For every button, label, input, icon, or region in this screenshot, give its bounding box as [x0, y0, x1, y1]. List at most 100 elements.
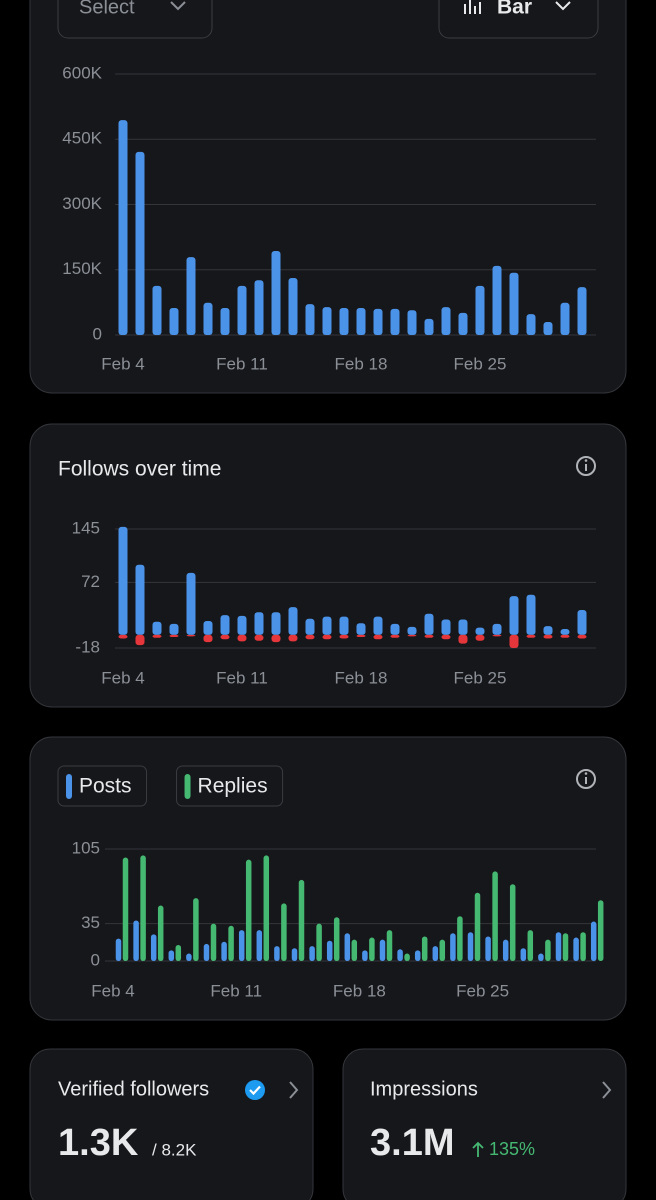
chevron [170, 1, 186, 11]
legend-chip[interactable] [57, 765, 148, 807]
bar [186, 257, 196, 335]
x-tick-label: Feb 25 [454, 354, 507, 373]
bar [152, 621, 162, 635]
bar [424, 634, 434, 638]
bar [492, 634, 502, 637]
bar [271, 634, 281, 643]
x-tick-label: Feb 11 [216, 354, 268, 373]
bar [168, 950, 175, 961]
bar [305, 304, 315, 335]
bar [135, 151, 145, 335]
card-title: Verified followers [58, 1078, 209, 1100]
bar [256, 930, 263, 961]
bar [509, 272, 519, 335]
bar [520, 948, 527, 961]
bar [135, 634, 145, 646]
bar [538, 953, 544, 961]
bar [326, 940, 333, 961]
bar [339, 616, 349, 635]
bar [169, 634, 179, 638]
period-select[interactable] [57, 0, 213, 39]
bar [475, 634, 485, 641]
bar [407, 310, 417, 335]
legend-label: Posts [79, 775, 132, 798]
bar [140, 855, 146, 961]
bar [186, 634, 196, 637]
bar [467, 932, 474, 961]
y-tick-label: 105 [72, 838, 100, 857]
x-tick-label: Feb 25 [456, 981, 509, 1000]
bar [441, 619, 451, 635]
bar [414, 950, 421, 961]
bar [458, 634, 468, 644]
bar [152, 285, 162, 335]
bar [305, 634, 315, 640]
bar [404, 953, 410, 961]
bar [322, 307, 332, 335]
bar [339, 308, 349, 335]
bar [407, 634, 417, 637]
bar [485, 936, 491, 961]
bar [432, 946, 439, 961]
bar [369, 937, 375, 961]
x-tick-label: Feb 11 [210, 981, 262, 1000]
chevron [289, 1081, 299, 1099]
bar [580, 932, 586, 961]
chevron [555, 1, 571, 11]
bar [543, 634, 553, 639]
bar [492, 623, 502, 635]
bar [577, 287, 587, 335]
bar [237, 615, 247, 635]
legend-chip[interactable] [176, 765, 284, 807]
bar [237, 285, 247, 335]
bar [424, 613, 434, 635]
bar [150, 934, 157, 961]
bar [118, 120, 128, 335]
bar [221, 941, 227, 961]
bar [135, 564, 145, 635]
bar [373, 634, 383, 640]
bar [118, 634, 128, 639]
bar [309, 946, 315, 961]
verified-badge [245, 1080, 265, 1100]
bar [457, 916, 463, 961]
bar [344, 933, 351, 961]
info-icon[interactable] [576, 456, 596, 476]
bar [245, 859, 252, 961]
bar [421, 936, 428, 961]
bar [115, 938, 122, 961]
verified-card[interactable] [29, 1048, 314, 1200]
bar [288, 634, 298, 642]
x-tick-label: Feb 4 [101, 354, 144, 373]
y-tick-label: 0 [93, 324, 102, 343]
bar [271, 612, 281, 635]
bar [390, 308, 400, 335]
bar [169, 623, 179, 635]
bar [492, 265, 502, 335]
bar [577, 610, 587, 635]
bar [298, 879, 305, 961]
x-tick-label: Feb 4 [91, 981, 134, 1000]
bar [271, 251, 281, 335]
bar [407, 626, 417, 635]
info-icon[interactable] [576, 769, 596, 789]
bar [237, 634, 247, 642]
bar-icon [464, 0, 481, 14]
y-tick-label: 0 [91, 950, 100, 969]
bar [597, 900, 604, 961]
y-tick-label: 150K [62, 259, 102, 278]
bar [441, 634, 451, 640]
bar [424, 318, 434, 335]
card-change: 135% [489, 1139, 535, 1159]
bar [474, 892, 481, 961]
bar [351, 939, 358, 961]
bar [305, 618, 315, 635]
bar [527, 930, 534, 961]
bar [263, 855, 270, 961]
bar [543, 626, 553, 635]
bar [288, 607, 298, 635]
impressions-summary-card[interactable] [342, 1048, 627, 1200]
bar [560, 634, 570, 638]
bar [274, 946, 280, 961]
view-select[interactable] [438, 0, 599, 39]
